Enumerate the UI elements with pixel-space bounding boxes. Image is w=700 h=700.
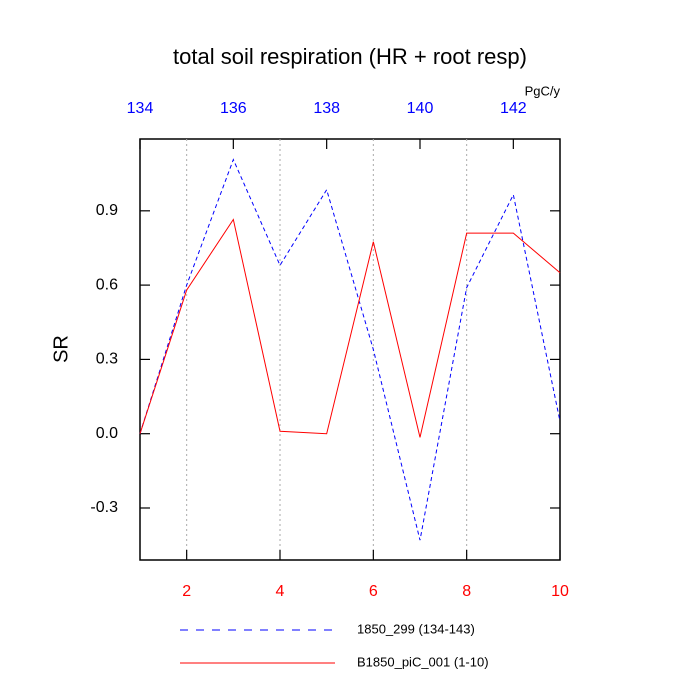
series-line <box>139 158 561 541</box>
y-tick-label: 0.3 <box>96 351 118 368</box>
x2-tick-label: 136 <box>220 100 247 117</box>
y-tick-label: 0.9 <box>96 202 118 219</box>
x2-tick-label: 142 <box>500 100 527 117</box>
x-tick-label: 10 <box>551 583 569 600</box>
series-line <box>139 218 561 438</box>
x2-tick-label: 140 <box>407 100 434 117</box>
chart-title: total soil respiration (HR + root resp) <box>173 44 527 69</box>
legend-label: 1850_299 (134-143) <box>357 621 475 636</box>
x2-tick-label: 134 <box>127 100 154 117</box>
x-tick-label: 4 <box>276 583 285 600</box>
y-tick-label: 0.0 <box>96 425 118 442</box>
plot-frame <box>139 138 561 561</box>
x-tick-label: 6 <box>369 583 378 600</box>
y-tick-label: 0.6 <box>96 276 118 293</box>
x-tick-label: 2 <box>182 583 191 600</box>
x2-tick-label: 138 <box>313 100 340 117</box>
y-axis-label: SR <box>50 335 72 363</box>
legend-label: B1850_piC_001 (1-10) <box>357 654 489 669</box>
x2-unit: PgC/y <box>525 83 561 98</box>
x-tick-label: 8 <box>462 583 471 600</box>
y-tick-label: -0.3 <box>90 499 118 516</box>
